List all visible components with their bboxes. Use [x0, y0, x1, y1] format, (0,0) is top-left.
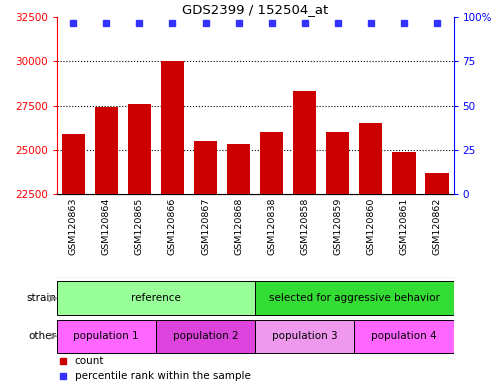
Bar — [392, 152, 416, 194]
Text: count: count — [74, 356, 104, 366]
Text: other: other — [28, 331, 56, 341]
Bar — [326, 132, 350, 194]
Text: GSM120858: GSM120858 — [300, 197, 309, 255]
Bar — [359, 123, 383, 194]
Bar — [156, 320, 255, 353]
Text: GSM120859: GSM120859 — [333, 197, 342, 255]
Bar — [57, 281, 255, 315]
Text: GSM120861: GSM120861 — [399, 197, 409, 255]
Bar — [62, 134, 85, 194]
Text: GSM120863: GSM120863 — [69, 197, 78, 255]
Bar — [227, 144, 250, 194]
Bar — [255, 320, 354, 353]
Text: GSM120868: GSM120868 — [234, 197, 243, 255]
Bar — [194, 141, 217, 194]
Text: GSM120838: GSM120838 — [267, 197, 276, 255]
Text: percentile rank within the sample: percentile rank within the sample — [74, 371, 250, 381]
Text: population 1: population 1 — [73, 331, 139, 341]
Text: population 3: population 3 — [272, 331, 338, 341]
Text: GSM120865: GSM120865 — [135, 197, 144, 255]
Text: GSM120866: GSM120866 — [168, 197, 177, 255]
Bar — [57, 320, 156, 353]
Text: GSM120860: GSM120860 — [366, 197, 375, 255]
Text: strain: strain — [26, 293, 56, 303]
Bar — [255, 281, 454, 315]
Text: population 4: population 4 — [371, 331, 437, 341]
Text: selected for aggressive behavior: selected for aggressive behavior — [269, 293, 440, 303]
Bar — [161, 61, 184, 194]
Text: GSM120862: GSM120862 — [432, 197, 442, 255]
Bar — [260, 132, 283, 194]
Text: GSM120864: GSM120864 — [102, 197, 111, 255]
Text: reference: reference — [131, 293, 181, 303]
Text: GSM120867: GSM120867 — [201, 197, 210, 255]
Title: GDS2399 / 152504_at: GDS2399 / 152504_at — [182, 3, 328, 16]
Bar — [293, 91, 317, 194]
Text: population 2: population 2 — [173, 331, 238, 341]
Bar — [354, 320, 454, 353]
Bar — [425, 173, 449, 194]
Bar — [95, 108, 118, 194]
Bar — [128, 104, 151, 194]
